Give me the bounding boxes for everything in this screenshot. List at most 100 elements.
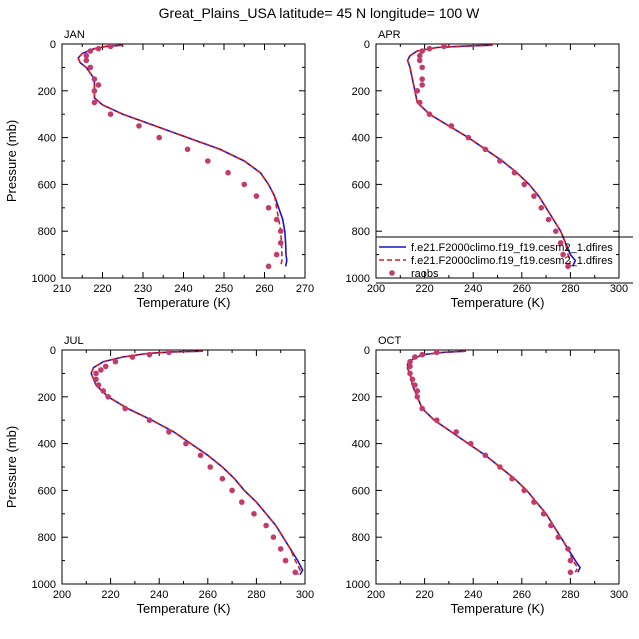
y-tick-label: 200 xyxy=(38,86,56,98)
raobs-point xyxy=(414,388,421,394)
panel-jan: 210 220 230 240 250 260 270 0 200 400 600 800 1000 Te… xyxy=(4,29,314,310)
legend-swatch-marker xyxy=(389,270,395,276)
raobs-point xyxy=(409,376,416,383)
raobs-point xyxy=(197,452,204,459)
raobs-point xyxy=(146,351,153,358)
raobs-point xyxy=(265,263,272,270)
y-tick-label: 200 xyxy=(352,392,370,404)
y-tick-label: 200 xyxy=(352,86,370,98)
raobs-point xyxy=(407,370,413,377)
raobs-point xyxy=(241,181,248,188)
raobs-point xyxy=(416,57,423,64)
y-tick-label: 1000 xyxy=(32,273,56,285)
raobs-point xyxy=(129,354,136,360)
y-tick-label: 400 xyxy=(38,439,56,451)
legend-entry: f.e21.F2000climo.f19_f19.cesm2_1.dfires xyxy=(411,242,613,254)
raobs-point xyxy=(433,417,440,424)
raobs-point xyxy=(416,99,423,106)
raobs-point xyxy=(540,511,547,517)
raobs-point xyxy=(565,263,571,270)
raobs-point xyxy=(122,405,128,412)
model-line-solid xyxy=(77,44,288,267)
raobs-point xyxy=(553,228,559,234)
panels: 210 220 230 240 250 260 270 0 200 400 600 800 1000 Te… xyxy=(4,29,628,616)
x-tick-label: 300 xyxy=(296,589,314,601)
y-tick-label: 600 xyxy=(38,179,56,191)
x-tick-label: 200 xyxy=(53,589,71,601)
y-tick-label: 1000 xyxy=(32,579,56,591)
raobs-point xyxy=(105,394,111,400)
raobs-point xyxy=(433,350,440,356)
raobs-point xyxy=(265,205,272,211)
raobs-point xyxy=(225,169,231,176)
y-axis-label: Pressure (mb) xyxy=(4,120,19,202)
raobs-point xyxy=(87,64,94,71)
raobs-point xyxy=(465,134,472,141)
raobs-point xyxy=(102,363,109,370)
x-tick-label: 220 xyxy=(415,589,433,601)
x-tick-label: 240 xyxy=(464,589,482,601)
x-tick-label: 300 xyxy=(610,589,628,601)
y-tick-label: 400 xyxy=(38,133,56,145)
raobs-point xyxy=(91,88,98,94)
raobs-point xyxy=(448,123,455,129)
raobs-point xyxy=(219,475,226,482)
raobs-point xyxy=(511,169,518,176)
y-tick-label: 600 xyxy=(352,485,370,497)
y-tick-label: 800 xyxy=(352,532,370,544)
raobs-point xyxy=(239,499,245,505)
model-line-solid xyxy=(406,44,577,267)
raobs-point xyxy=(545,216,552,223)
raobs-point xyxy=(205,158,211,164)
raobs-point xyxy=(555,534,562,540)
raobs-point xyxy=(229,487,235,494)
raobs-point xyxy=(426,45,433,52)
raobs-point xyxy=(100,388,107,394)
raobs-point xyxy=(419,64,425,71)
y-tick-label: 200 xyxy=(38,392,56,404)
raobs-point xyxy=(251,511,257,517)
x-tick-label: 240 xyxy=(464,283,482,295)
raobs-point xyxy=(146,417,153,424)
raobs-point xyxy=(419,76,425,82)
raobs-point xyxy=(407,363,413,370)
y-tick-label: 1000 xyxy=(346,579,370,591)
legend-entry: raobs xyxy=(411,268,439,280)
raobs-point xyxy=(407,358,413,365)
raobs-point xyxy=(183,440,189,447)
raobs-point xyxy=(414,394,421,400)
raobs-point xyxy=(263,522,269,529)
raobs-point xyxy=(87,48,94,54)
raobs-point xyxy=(95,382,102,388)
x-tick-label: 280 xyxy=(561,283,579,295)
raobs-point xyxy=(277,240,284,246)
raobs-point xyxy=(93,376,99,383)
legend-entry: f.e21.F2000climo.f19_f19.cesm2_1.dfires xyxy=(411,255,613,267)
x-tick-label: 220 xyxy=(101,589,119,601)
raobs-point xyxy=(567,569,574,576)
raobs-point xyxy=(91,76,98,82)
raobs-point xyxy=(482,146,489,153)
x-axis-label: Temperature (K) xyxy=(451,601,545,616)
raobs-point xyxy=(282,557,289,564)
model-line-solid xyxy=(406,350,582,573)
plot-area xyxy=(406,44,577,270)
raobs-point xyxy=(83,57,90,64)
x-tick-label: 260 xyxy=(255,283,273,295)
y-axis-label: Pressure (mb) xyxy=(4,426,19,508)
x-axis-label: Temperature (K) xyxy=(451,295,545,310)
raobs-point xyxy=(270,534,277,540)
raobs-point xyxy=(98,367,104,373)
raobs-point xyxy=(166,429,172,435)
x-tick-label: 220 xyxy=(93,283,111,295)
x-tick-label: 240 xyxy=(174,283,192,295)
x-tick-label: 260 xyxy=(199,589,217,601)
raobs-point xyxy=(273,251,280,258)
y-tick-label: 0 xyxy=(364,39,370,51)
raobs-point xyxy=(419,405,425,412)
raobs-point xyxy=(557,240,564,246)
model-line-dashed xyxy=(90,350,302,575)
panel-label: OCT xyxy=(378,335,402,347)
raobs-point xyxy=(453,429,459,435)
raobs-point xyxy=(253,193,260,199)
